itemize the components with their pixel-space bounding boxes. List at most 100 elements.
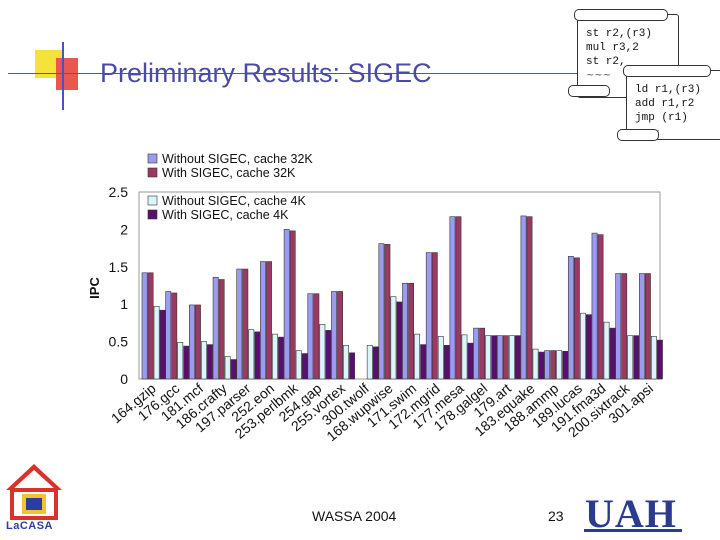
bar-4-301.apsi — [657, 339, 663, 380]
bar-1-253.perlbmk — [283, 229, 290, 380]
legend-box-bottom — [144, 198, 330, 226]
y-tick-label: 0 — [120, 371, 128, 387]
bar-3-252.eon — [272, 333, 278, 380]
bar-1-189.lucas — [567, 256, 574, 380]
bar-3-177.mesa — [461, 334, 468, 380]
bar-2-200.sixtrack — [621, 273, 628, 380]
bar-2-178.galgel — [479, 327, 486, 380]
signature-icon: ~~~ — [586, 70, 612, 81]
scroll-roll-bottom — [617, 129, 659, 141]
decor-vertical-line — [62, 42, 64, 110]
bar-3-300.twolf — [366, 345, 373, 380]
bar-3-164.gzip — [153, 306, 160, 380]
bar-3-188.ammp — [556, 350, 563, 380]
bar-2-179.art — [502, 335, 509, 380]
legend-swatch-1 — [147, 153, 158, 164]
code-line: ld r1,(r3) — [635, 84, 702, 96]
bar-2-197.parser — [242, 268, 249, 380]
y-tick-label: 1 — [120, 296, 128, 312]
chart-svg: 00.511.522.5IPC164.gzip176.gcc181.mcf186… — [87, 152, 663, 444]
legend-swatch-4 — [147, 209, 158, 220]
bar-1-200.sixtrack — [615, 273, 622, 380]
lacasa-logo — [4, 462, 64, 522]
bar-3-197.parser — [248, 329, 255, 380]
code-scroll-2: ld r1,(r3) add r1,r2 jmp (r1) ~~~ — [617, 65, 720, 141]
bar-3-172.mgrid — [437, 336, 444, 380]
bar-4-183.equake — [538, 351, 545, 380]
uah-logo-underline — [584, 529, 682, 532]
bar-1-197.parser — [236, 268, 243, 380]
slide-title: Preliminary Results: SIGEC — [100, 58, 432, 88]
bar-3-200.sixtrack — [627, 335, 634, 380]
bar-1-301.apsi — [639, 273, 645, 380]
bar-1-252.eon — [260, 261, 266, 380]
bar-2-252.eon — [266, 261, 272, 380]
bar-2-301.apsi — [645, 273, 651, 380]
bar-4-253.perlbmk — [301, 353, 308, 380]
bar-3-186.crafty — [224, 356, 231, 380]
bar-3-189.lucas — [579, 312, 586, 380]
bar-1-186.crafty — [212, 276, 219, 380]
y-tick-label: 2 — [120, 221, 128, 237]
bar-2-176.gcc — [171, 292, 178, 380]
bar-3-168.wupwise — [390, 296, 397, 380]
bar-4-164.gzip — [159, 309, 166, 380]
bar-3-183.equake — [532, 348, 539, 380]
lacasa-logo-text: LaCASA — [6, 520, 54, 532]
bar-3-254.gap — [319, 324, 326, 380]
bar-1-188.ammp — [544, 350, 551, 380]
bar-4-254.gap — [325, 330, 332, 380]
bar-4-186.crafty — [230, 359, 237, 380]
bar-2-181.mcf — [195, 304, 201, 380]
bar-4-177.mesa — [467, 342, 474, 380]
decor-horizontal-line — [8, 73, 608, 74]
page-number: 23 — [548, 508, 564, 524]
bar-2-177.mesa — [455, 216, 462, 380]
legend-label-3: Without SIGEC, cache 4K — [162, 194, 306, 208]
y-tick-label: 1.5 — [109, 259, 129, 275]
ipc-bar-chart: 0 0.5 1 1.5 2 2.5 IPC 164.gzip 176.gcc 181.mcf 186… — [80, 150, 670, 470]
bar-3-178.galgel — [485, 335, 492, 380]
bar-3-179.art — [508, 335, 515, 380]
code-line: mul r3,2 — [586, 42, 639, 54]
bar-4-181.mcf — [207, 344, 213, 380]
bar-4-189.lucas — [585, 314, 592, 380]
bar-4-172.mgrid — [443, 345, 450, 380]
code-line: st r2,(r3) — [586, 28, 653, 40]
scroll-roll-bottom — [568, 85, 610, 97]
bar-3-253.perlbmk — [295, 350, 302, 380]
bar-1-177.mesa — [449, 216, 456, 380]
bar-3-301.apsi — [651, 336, 657, 380]
bar-4-168.wupwise — [396, 301, 403, 380]
bar-2-186.crafty — [218, 279, 225, 380]
bar-4-188.ammp — [562, 351, 569, 380]
bar-1-181.mcf — [189, 304, 195, 380]
decor-red-square — [56, 58, 78, 90]
bar-3-255.vortex — [343, 345, 349, 380]
bar-4-200.sixtrack — [633, 335, 640, 380]
scroll-roll-top — [574, 9, 668, 21]
scroll-roll-top — [623, 65, 711, 77]
bar-4-255.vortex — [349, 352, 355, 380]
bar-4-191.fma3d — [609, 327, 616, 380]
bar-2-191.fma3d — [597, 234, 604, 380]
house-logo-icon — [6, 464, 62, 520]
bar-1-172.mgrid — [425, 252, 432, 380]
bar-1-179.art — [496, 335, 503, 380]
uah-logo: UAH — [585, 491, 677, 536]
bar-4-197.parser — [254, 331, 261, 380]
bar-1-255.vortex — [331, 291, 337, 380]
bar-1-176.gcc — [165, 291, 172, 380]
legend-label-1: Without SIGEC, cache 32K — [162, 152, 313, 166]
bar-2-189.lucas — [573, 257, 580, 380]
legend-swatch-3 — [147, 195, 158, 206]
bar-2-183.equake — [526, 216, 533, 380]
bar-1-171.swim — [402, 282, 408, 380]
legend-box-top — [144, 156, 330, 184]
y-tick-label: 2.5 — [109, 184, 129, 200]
bar-1-254.gap — [307, 293, 314, 380]
bar-1-191.fma3d — [591, 232, 598, 380]
code-line: jmp (r1) — [635, 112, 688, 124]
bar-2-253.perlbmk — [289, 230, 296, 380]
bar-2-188.ammp — [550, 350, 557, 380]
